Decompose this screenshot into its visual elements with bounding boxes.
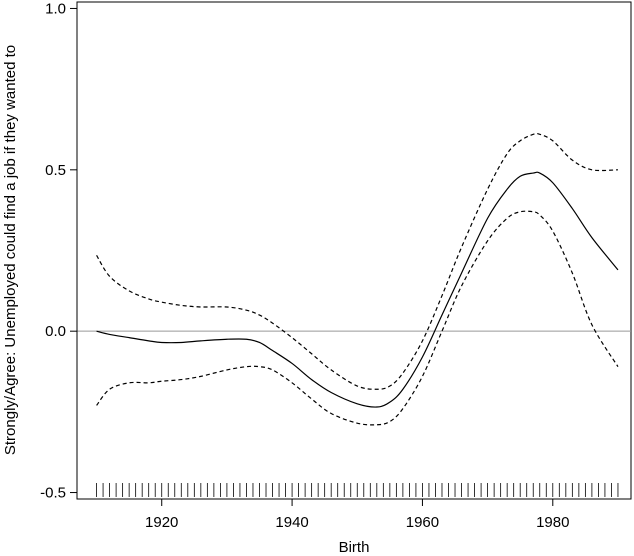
x-tick-label: 1960 xyxy=(406,514,439,531)
x-axis-title: Birth xyxy=(339,539,370,556)
upper-band-line xyxy=(96,132,618,390)
x-tick-label: 1980 xyxy=(536,514,569,531)
rug xyxy=(96,483,619,497)
x-tick-label: 1940 xyxy=(275,514,308,531)
x-tick-label: 1920 xyxy=(145,514,178,531)
y-axis: -0.5 0.0 0.5 1.0 xyxy=(40,0,78,502)
y-tick-label: -0.5 xyxy=(40,485,66,502)
y-tick-label: 0.5 xyxy=(45,162,66,179)
x-axis: 1920 1940 1960 1980 xyxy=(145,498,569,531)
estimate-line xyxy=(96,171,619,408)
y-tick-label: 0.0 xyxy=(45,323,66,340)
plot-frame xyxy=(76,1,632,500)
lower-band-line xyxy=(96,210,619,426)
y-tick-label: 1.0 xyxy=(45,0,66,17)
y-axis-title: Strongly/Agree: Unemployed could find a … xyxy=(2,45,19,455)
series-layer xyxy=(96,132,619,426)
